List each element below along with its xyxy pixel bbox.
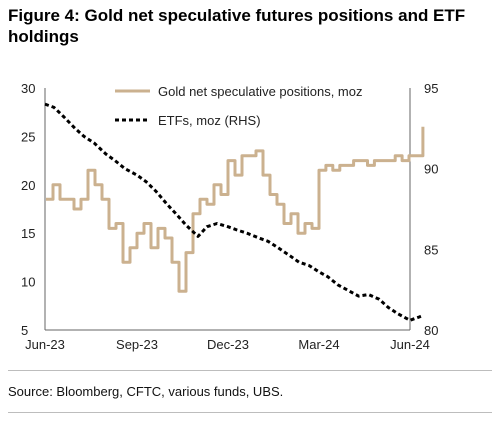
legend-label-speculative: Gold net speculative positions, moz [158, 84, 363, 99]
x-tick-label: Jun-24 [390, 337, 430, 352]
right-tick-label: 85 [424, 242, 438, 257]
left-tick-label: 15 [21, 226, 35, 241]
chart-legend: Gold net speculative positions, moz ETFs,… [115, 84, 363, 128]
x-tick-label: Dec-23 [207, 337, 249, 352]
chart-svg: 5 10 15 20 25 30 80 85 90 95 Jun-23 Sep-23 Dec-23 M… [21, 81, 438, 352]
right-tick-label: 90 [424, 162, 438, 177]
x-tick-label: Jun-23 [25, 337, 65, 352]
x-tick-label: Mar-24 [298, 337, 339, 352]
source-note: Source: Bloomberg, CFTC, various funds, … [8, 384, 284, 399]
left-tick-label: 30 [21, 81, 35, 96]
left-tick-label: 5 [21, 323, 28, 338]
source-divider-top [8, 370, 492, 371]
figure-title: Figure 4: Gold net speculative futures p… [8, 6, 466, 46]
series-line-speculative [46, 126, 425, 293]
left-tick-label: 20 [21, 178, 35, 193]
left-axis-ticks: 5 10 15 20 25 30 [21, 81, 35, 338]
series-line-etf [44, 102, 424, 322]
x-axis-ticks: Jun-23 Sep-23 Dec-23 Mar-24 Jun-24 [25, 337, 430, 352]
left-tick-label: 10 [21, 275, 35, 290]
right-tick-label: 80 [424, 323, 438, 338]
source-divider-bottom [8, 412, 492, 413]
left-tick-label: 25 [21, 129, 35, 144]
chart-series [44, 102, 425, 322]
legend-label-etf: ETFs, moz (RHS) [158, 113, 261, 128]
x-tick-label: Sep-23 [116, 337, 158, 352]
chart-axes [44, 88, 411, 331]
right-tick-label: 95 [424, 81, 438, 96]
right-axis-ticks: 80 85 90 95 [424, 81, 438, 338]
